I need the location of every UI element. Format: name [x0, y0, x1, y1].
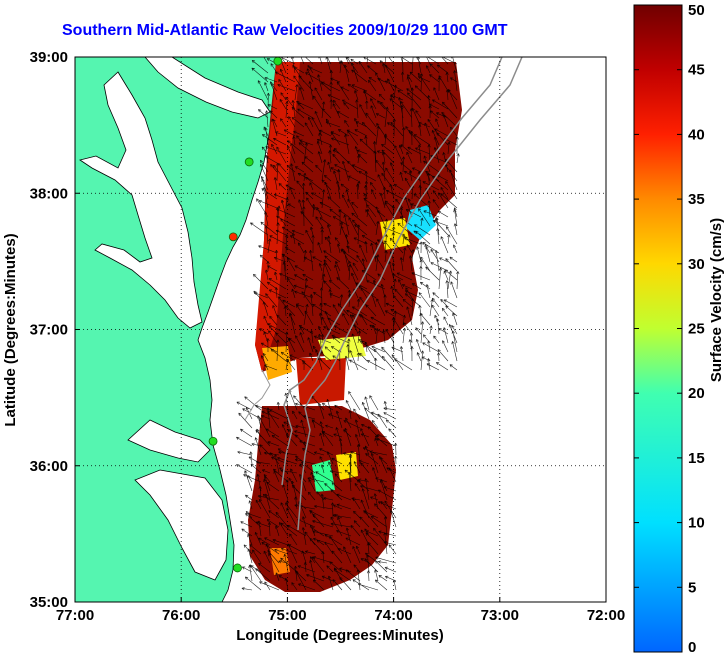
colorbar-label: Surface Velocity (cm/s) [708, 218, 724, 382]
station-marker [228, 232, 238, 242]
bathymetry-contour-3 [244, 369, 271, 421]
colorbar-tick-label: 20 [688, 385, 705, 402]
colorbar-tick-label: 45 [688, 62, 705, 79]
delaware-bay [144, 57, 271, 119]
speed-mid-pocket-1 [380, 218, 410, 250]
y-tick-label: 36:00 [30, 458, 68, 475]
x-axis-ticks: 77:00 76:00 75:00 74:00 73:00 72:00 [56, 597, 625, 624]
grid [75, 57, 606, 602]
y-tick-label: 37:00 [30, 322, 68, 339]
bathymetry-contour-1 [297, 57, 523, 531]
colorbar-tick-label: 40 [688, 126, 705, 143]
station-marker [273, 56, 283, 66]
station-marker [233, 563, 242, 573]
x-tick-label: 77:00 [56, 607, 94, 624]
speed-low-pocket-2 [312, 460, 335, 492]
colorbar-tick-label: 15 [688, 450, 705, 467]
colorbar-tick-label: 50 [688, 2, 705, 19]
station-marker [244, 157, 254, 167]
map-title: Southern Mid-Atlantic Raw Velocities 200… [62, 22, 508, 39]
colorbar [633, 4, 683, 653]
x-axis-label: Longitude (Degrees:Minutes) [236, 627, 444, 644]
x-tick-label: 74:00 [374, 607, 412, 624]
colorbar-ticks: 0 5 10 15 20 25 30 35 40 45 50 [634, 2, 705, 656]
station-markers [208, 56, 283, 573]
x-tick-label: 75:00 [268, 607, 306, 624]
chesapeake-bay [79, 71, 203, 329]
y-tick-label: 38:00 [30, 185, 68, 202]
x-tick-label: 72:00 [587, 607, 625, 624]
colorbar-tick-label: 10 [688, 515, 705, 532]
x-tick-label: 76:00 [162, 607, 200, 624]
bathymetry-contour-2 [281, 57, 503, 486]
y-tick-label: 35:00 [30, 594, 68, 611]
colorbar-tick-label: 30 [688, 256, 705, 273]
y-axis-label: Latitude (Degrees:Minutes) [2, 233, 19, 426]
colorbar-tick-label: 35 [688, 191, 705, 208]
albemarle-sound [127, 419, 211, 463]
y-axis-ticks: 35:00 36:00 37:00 38:00 39:00 [30, 49, 80, 611]
velocity-patch-gap [296, 358, 346, 405]
y-tick-label: 39:00 [30, 49, 68, 66]
colorbar-tick-label: 0 [688, 639, 696, 656]
x-tick-label: 73:00 [481, 607, 519, 624]
colorbar-tick-label: 5 [688, 579, 696, 596]
station-marker [208, 436, 218, 446]
colorbar-tick-label: 25 [688, 321, 705, 338]
velocity-patch-north [255, 62, 462, 372]
